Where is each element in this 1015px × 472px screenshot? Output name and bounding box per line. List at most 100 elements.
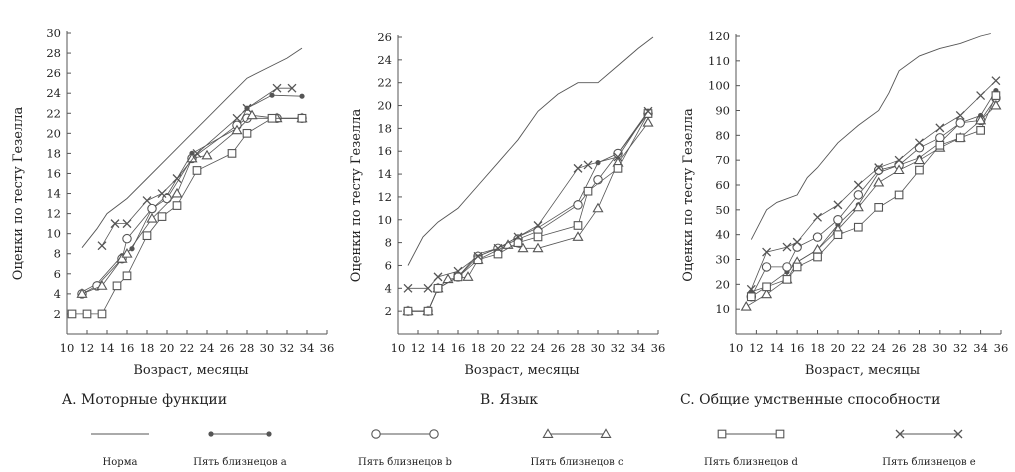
x-tick-label: 14 xyxy=(431,341,446,355)
chart-panel-1: 10 12 14 16 18 20 22 24 26 28 30 32 34 36246810121416… xyxy=(11,26,334,408)
y-tick-label: 60 xyxy=(715,178,730,192)
y-tick-label: 26 xyxy=(377,30,392,44)
x-tick-label: 20 xyxy=(491,341,506,355)
legend-label: Пять близнецов e xyxy=(882,457,976,468)
data-point-c xyxy=(246,109,258,120)
x-tick-label: 24 xyxy=(871,341,886,355)
x-tick-label: 14 xyxy=(100,341,115,355)
data-point-d xyxy=(142,231,152,241)
y-tick-label: 12 xyxy=(46,207,61,221)
series-line-norm xyxy=(81,47,303,248)
data-point-c xyxy=(186,152,198,163)
data-point-e xyxy=(613,152,623,162)
data-point-d xyxy=(853,222,863,232)
data-point-e xyxy=(813,212,822,222)
data-point-e xyxy=(453,266,463,276)
y-tick-label: 4 xyxy=(385,281,392,295)
data-point-d xyxy=(792,262,802,272)
data-point-e xyxy=(192,148,202,158)
series-b xyxy=(77,113,307,299)
data-point-d xyxy=(227,149,237,158)
legend-label: Пять близнецов b xyxy=(358,457,452,468)
data-point-d xyxy=(935,140,945,150)
legend-marker xyxy=(775,429,785,439)
series-d xyxy=(403,109,653,316)
data-point-e xyxy=(122,219,132,229)
data-point-d xyxy=(955,133,965,143)
data-point-c xyxy=(517,242,529,253)
data-point-d xyxy=(782,275,792,284)
series-line-e xyxy=(408,111,649,289)
series-line-b xyxy=(81,117,302,295)
data-point-c xyxy=(740,300,752,311)
data-point-d xyxy=(991,91,1001,100)
y-tick-label: 10 xyxy=(715,302,730,316)
data-point-e xyxy=(792,237,802,247)
data-point-e xyxy=(142,196,152,206)
x-tick-label: 16 xyxy=(451,341,466,355)
x-tick-label: 22 xyxy=(511,341,526,355)
x-tick-label: 28 xyxy=(571,341,586,355)
data-point-d xyxy=(833,230,843,240)
series-c xyxy=(740,99,1002,311)
data-point-e xyxy=(172,174,182,183)
y-tick-label: 20 xyxy=(377,99,392,113)
legend-label: Пять близнецов a xyxy=(193,457,287,468)
data-point-b xyxy=(761,262,772,272)
legend-label: Норма xyxy=(103,457,138,468)
data-point-e xyxy=(894,155,904,165)
y-tick-label: 30 xyxy=(46,26,61,40)
series-line-norm xyxy=(407,36,654,266)
series-line-d xyxy=(72,117,302,315)
x-tick-label: 30 xyxy=(591,341,606,355)
chart-panel-2: 10 12 14 16 18 20 22 24 26 28 30 32 34 36246810121416… xyxy=(349,30,665,408)
data-point-a xyxy=(269,92,275,98)
x-tick-label: 14 xyxy=(769,341,784,355)
x-tick-label: 12 xyxy=(411,341,426,355)
legend-item-e: Пять близнецов e xyxy=(882,429,976,468)
y-tick-label: 30 xyxy=(715,253,730,267)
legend-marker xyxy=(600,428,612,438)
data-point-e xyxy=(643,106,653,116)
y-tick-label: 26 xyxy=(46,66,61,80)
data-point-c xyxy=(231,124,243,135)
y-tick-label: 6 xyxy=(385,258,392,272)
data-point-d xyxy=(813,252,822,262)
data-point-a xyxy=(299,93,305,99)
data-point-c xyxy=(462,271,474,281)
x-tick-label: 34 xyxy=(973,341,988,355)
data-point-d xyxy=(533,232,543,242)
data-point-d xyxy=(433,283,443,293)
legend-item-c: Пять близнецов c xyxy=(530,428,624,468)
x-tick-label: 12 xyxy=(749,341,764,355)
y-tick-label: 16 xyxy=(377,144,392,158)
data-point-b xyxy=(955,118,965,128)
y-tick-label: 90 xyxy=(715,104,730,118)
data-point-e xyxy=(493,243,503,253)
data-point-e xyxy=(97,241,107,251)
y-tick-label: 28 xyxy=(46,46,61,60)
y-tick-label: 70 xyxy=(715,153,730,167)
x-tick-label: 32 xyxy=(280,341,295,355)
panel-caption: B. Язык xyxy=(480,392,538,408)
series-d xyxy=(746,91,1001,302)
x-tick-label: 22 xyxy=(851,341,866,355)
data-point-c xyxy=(913,154,926,165)
y-tick-label: 14 xyxy=(46,187,61,201)
y-tick-label: 10 xyxy=(46,227,61,241)
y-tick-label: 8 xyxy=(54,247,61,261)
y-tick-label: 24 xyxy=(377,53,392,67)
data-point-d xyxy=(112,281,122,291)
data-point-c xyxy=(171,187,183,198)
y-tick-label: 10 xyxy=(377,213,392,227)
data-point-d xyxy=(242,128,252,138)
data-point-d xyxy=(915,165,924,175)
data-point-e xyxy=(272,83,282,93)
data-point-b xyxy=(782,262,792,272)
y-tick-label: 16 xyxy=(46,166,61,180)
data-point-c xyxy=(116,253,128,263)
y-axis-label: Оценки по тесту Гезелла xyxy=(681,108,696,282)
x-tick-label: 26 xyxy=(551,341,566,355)
data-point-e xyxy=(746,284,756,294)
data-point-d xyxy=(82,309,92,319)
